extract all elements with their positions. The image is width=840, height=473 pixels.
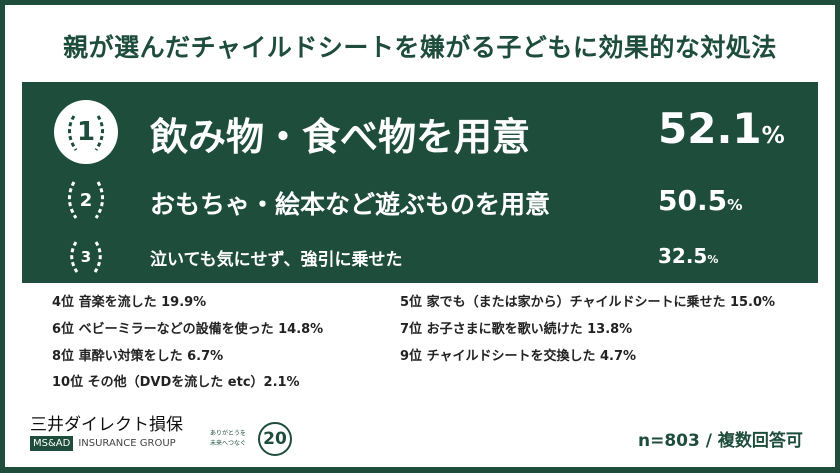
rank-1-value: 52.1% xyxy=(658,104,785,153)
rank-2-label: おもちゃ・絵本など遊ぶものを用意 xyxy=(150,190,551,219)
rank-number: 2 xyxy=(79,189,93,211)
rank-9: 9位 チャイルドシートを交換した 4.7% xyxy=(400,349,637,364)
laurel-medal-1-icon: 1 xyxy=(54,100,118,164)
unit: % xyxy=(707,253,719,266)
unit: % xyxy=(727,196,743,214)
msad-badge: MS&AD xyxy=(30,436,74,451)
rank-10: 10位 その他（DVDを流した etc）2.1% xyxy=(52,375,300,390)
rank-7: 7位 お子さまに歌を歌い続けた 13.8% xyxy=(400,322,633,337)
rank-8: 8位 車酔い対策をした 6.7% xyxy=(52,349,224,364)
rank-5: 5位 家でも（または家から）チャイルドシートに乗せた 15.0% xyxy=(400,295,776,310)
group-row: MS&AD INSURANCE GROUP xyxy=(30,436,176,451)
anniversary-20-badge: 20 xyxy=(258,422,292,456)
rank-number: 3 xyxy=(80,248,92,266)
group-name: INSURANCE GROUP xyxy=(78,438,176,449)
laurel-medal-3-icon: 3 xyxy=(64,238,108,276)
top3-panel: 1 飲み物・食べ物を用意 52.1% 2 おもちゃ・絵本など遊ぶものを用意 50… xyxy=(22,82,818,283)
rank-3-value: 32.5% xyxy=(658,244,718,268)
rank-number: 1 xyxy=(76,117,96,147)
value: 52.1 xyxy=(658,104,762,153)
rank-1-label: 飲み物・食べ物を用意 xyxy=(150,115,531,159)
sample-note: n=803 / 複数回答可 xyxy=(638,431,803,451)
unit: % xyxy=(761,123,785,149)
value: 32.5 xyxy=(658,244,708,268)
laurel-medal-2-icon: 2 xyxy=(60,178,112,222)
rank-3-label: 泣いても気にせず、強引に乗せた xyxy=(150,250,403,270)
rank-4: 4位 音楽を流した 19.9% xyxy=(52,295,207,310)
slogan-line-2: 未来へつなぐ xyxy=(210,440,247,447)
rank-2-value: 50.5% xyxy=(658,184,743,217)
page-title: 親が選んだチャイルドシートを嫌がる子どもに効果的な対処法 xyxy=(63,33,777,62)
brand-name: 三井ダイレクト損保 xyxy=(30,415,183,435)
value: 50.5 xyxy=(658,184,728,217)
rank-6: 6位 ベビーミラーなどの設備を使った 14.8% xyxy=(52,322,324,337)
slogan-line-1: ありがとうを xyxy=(210,430,247,437)
